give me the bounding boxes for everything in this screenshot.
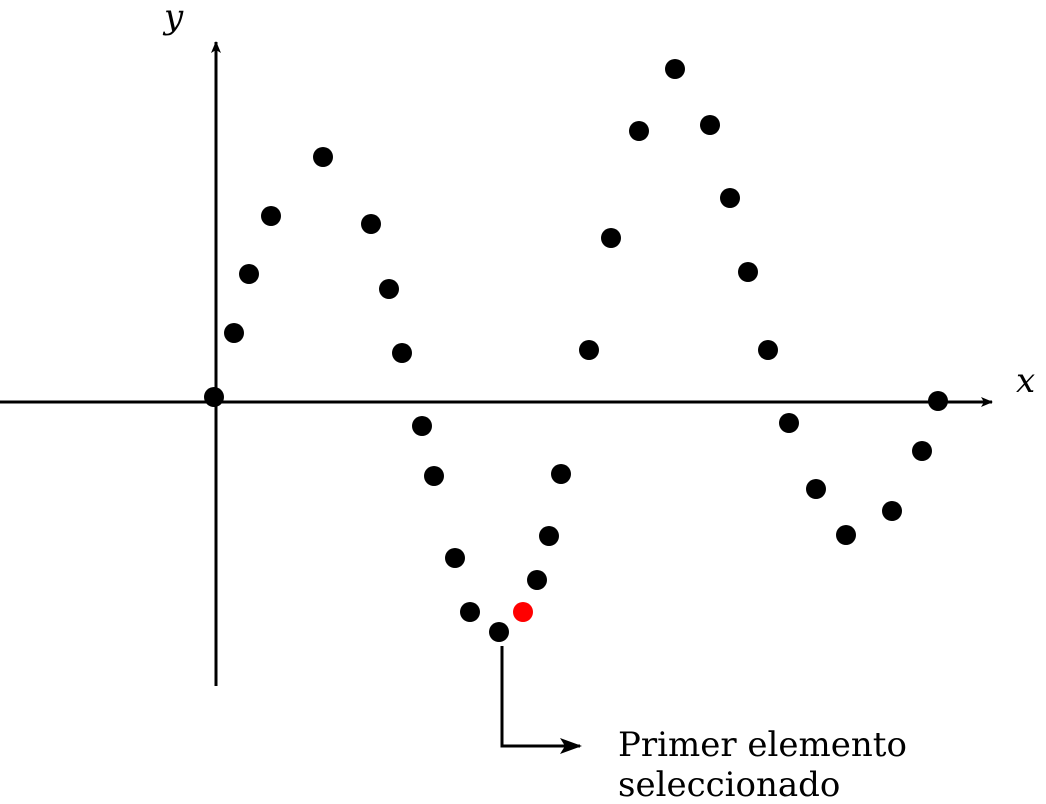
data-point xyxy=(720,188,740,208)
data-point xyxy=(700,115,720,135)
data-point xyxy=(361,214,381,234)
data-point xyxy=(489,622,509,642)
data-point xyxy=(579,340,599,360)
highlighted-data-point xyxy=(513,602,533,622)
data-point xyxy=(527,570,547,590)
x-axis-label: x xyxy=(1016,361,1035,401)
data-point xyxy=(836,525,856,545)
data-points xyxy=(204,59,948,642)
data-point xyxy=(928,391,948,411)
data-point xyxy=(379,279,399,299)
data-point xyxy=(261,206,281,226)
annotation-line-2: seleccionado xyxy=(618,765,840,804)
data-point xyxy=(629,121,649,141)
data-point xyxy=(392,343,412,363)
data-point xyxy=(239,264,259,284)
annotation-line-1: Primer elemento xyxy=(618,725,907,765)
data-point xyxy=(460,602,480,622)
data-point xyxy=(779,413,799,433)
y-axis-label: y xyxy=(162,0,184,37)
data-point xyxy=(665,59,685,79)
data-point xyxy=(601,228,621,248)
data-point xyxy=(738,262,758,282)
data-point xyxy=(412,416,432,436)
data-point xyxy=(806,479,826,499)
data-point xyxy=(551,464,571,484)
data-point xyxy=(912,441,932,461)
data-point xyxy=(424,466,444,486)
data-point xyxy=(758,340,778,360)
data-point xyxy=(204,387,224,407)
data-point xyxy=(539,526,559,546)
data-point xyxy=(445,548,465,568)
annotation-arrow xyxy=(500,646,582,754)
data-point xyxy=(882,501,902,521)
data-point xyxy=(313,147,333,167)
data-point xyxy=(224,323,244,343)
